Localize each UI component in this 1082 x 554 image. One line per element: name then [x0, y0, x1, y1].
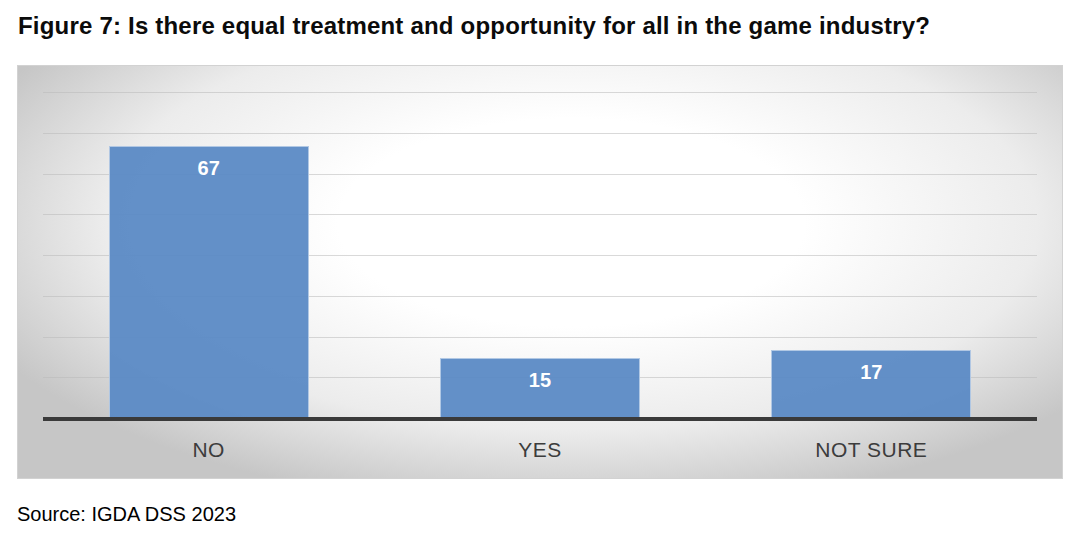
bar-slot-not-sure: 17 [706, 66, 1037, 419]
category-label-no: NO [43, 438, 374, 462]
x-axis-line [43, 417, 1037, 421]
bar-value-label-no: 67 [198, 157, 220, 179]
source-caption: Source: IGDA DSS 2023 [17, 503, 236, 526]
category-label-not-sure: NOT SURE [706, 438, 1037, 462]
category-axis-labels: NOYESNOT SURE [43, 438, 1037, 462]
figure-page: Figure 7: Is there equal treatment and o… [0, 0, 1082, 554]
bars-container: 67 15 17 [43, 66, 1037, 419]
figure-title: Figure 7: Is there equal treatment and o… [18, 12, 930, 40]
bar-slot-yes: 15 [374, 66, 705, 419]
bar-no: 67 [109, 146, 309, 419]
bar-not-sure: 17 [771, 350, 971, 419]
plot-area: 67 15 17 [43, 66, 1037, 419]
bar-value-label-not-sure: 17 [860, 361, 882, 383]
bar-yes: 15 [440, 358, 640, 419]
category-label-yes: YES [374, 438, 705, 462]
bar-slot-no: 67 [43, 66, 374, 419]
bar-value-label-yes: 15 [529, 369, 551, 391]
chart-area: 67 15 17 NOYESNOT SURE [17, 65, 1063, 479]
